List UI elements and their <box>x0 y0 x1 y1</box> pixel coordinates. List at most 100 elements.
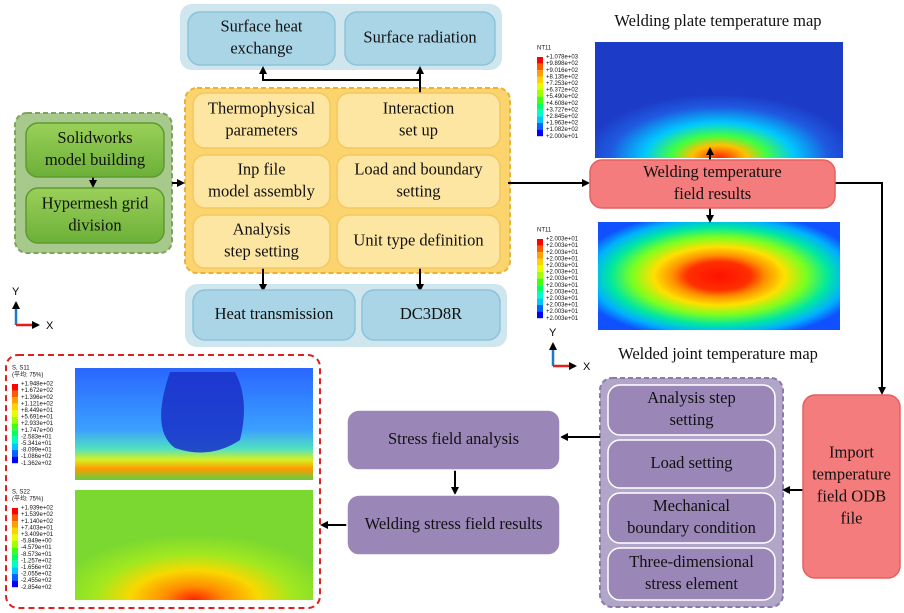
legend-swatch <box>537 279 543 286</box>
legend-swatch <box>537 116 543 123</box>
box-label: Thermophysical <box>208 98 316 117</box>
legend-value: +2.845e+02 <box>546 114 579 120</box>
legend-swatch <box>537 292 543 299</box>
legend-swatch <box>12 397 18 404</box>
legend-value: +2.003e+01 <box>546 289 579 295</box>
box-label: Welding temperature <box>643 162 781 181</box>
legend-value: +1.963e+02 <box>546 121 579 127</box>
legend-value: +1.078e+03 <box>546 55 579 61</box>
legend-swatch <box>537 298 543 305</box>
legend-title: (平均: 75%) <box>12 371 43 379</box>
legend-value: +5.490e+02 <box>546 94 579 100</box>
legend-swatch <box>12 515 18 522</box>
box-label: model assembly <box>208 181 316 200</box>
legend-swatch <box>12 528 18 535</box>
legend-swatch <box>537 70 543 77</box>
legend-swatch <box>537 130 543 137</box>
legend-value: -2.055e+02 <box>21 572 52 578</box>
legend-swatch <box>12 417 18 424</box>
box-label: Analysis step <box>647 388 735 407</box>
legend-swatch <box>537 312 543 319</box>
legend-swatch <box>12 457 18 464</box>
box-label: set up <box>399 120 438 139</box>
legend-swatch <box>537 123 543 130</box>
legend-value: +9.016e+02 <box>546 68 579 74</box>
legend-swatch <box>12 437 18 444</box>
legend-swatch <box>537 83 543 90</box>
legend-swatch <box>12 384 18 391</box>
box-label: file <box>841 508 863 527</box>
legend-value: -8.099e+01 <box>21 448 52 454</box>
box-label: Unit type definition <box>353 230 483 249</box>
legend-value: +1.747e+00 <box>21 428 54 434</box>
legend-value: -2.583e+01 <box>21 434 52 440</box>
map-title: Welded joint temperature map <box>618 344 818 363</box>
legend-value: +3.409e+01 <box>21 532 54 538</box>
legend-value: -8.573e+01 <box>21 552 52 558</box>
stress-map-s22 <box>75 490 313 600</box>
legend-swatch <box>12 574 18 581</box>
legend-value: +2.003e+01 <box>546 243 579 249</box>
box-label: Hypermesh grid <box>42 193 150 212</box>
flowchart: Welding plate temperature map Welded joi… <box>0 0 904 613</box>
box-label: Analysis <box>233 219 291 238</box>
legend-swatch <box>537 57 543 64</box>
legend-swatch <box>537 97 543 104</box>
legend-value: +2.003e+01 <box>546 237 579 243</box>
box-label: DC3D8R <box>400 304 462 323</box>
legend-value: +2.003e+01 <box>546 296 579 302</box>
axis-label: Y <box>12 286 20 298</box>
legend-value: +2.003e+01 <box>546 283 579 289</box>
box-label: boundary condition <box>627 518 756 537</box>
legend-value: +2.003e+01 <box>546 309 579 315</box>
box-label: Mechanical <box>653 496 730 515</box>
box-label: temperature <box>812 464 891 483</box>
legend-swatch <box>537 246 543 253</box>
legend-swatch <box>12 521 18 528</box>
legend-value: -5.849e+00 <box>21 539 52 545</box>
legend-value: -4.579e+01 <box>21 545 52 551</box>
legend-swatch <box>537 90 543 97</box>
legend-value: +8.135e+02 <box>546 74 579 80</box>
legend-swatch <box>537 305 543 312</box>
legend-value: -1.086e+02 <box>21 454 52 460</box>
axis-label: X <box>583 361 591 373</box>
legend-value: +9.898e+02 <box>546 61 579 67</box>
box-label: Stress field analysis <box>388 429 519 448</box>
legend-value: +1.539e+02 <box>21 512 54 518</box>
legend-swatch <box>12 410 18 417</box>
axis-label: X <box>46 320 54 332</box>
legend-swatch <box>12 391 18 398</box>
box-label: Load setting <box>650 453 732 472</box>
box-label: step setting <box>224 241 299 260</box>
legend-value: +3.727e+02 <box>546 107 579 113</box>
legend-swatch <box>12 450 18 457</box>
legend-value: +1.948e+02 <box>21 382 54 388</box>
legend-value: +5.691e+01 <box>21 415 54 421</box>
legend-swatch <box>537 103 543 110</box>
legend-swatch <box>12 541 18 548</box>
legend-swatch <box>12 443 18 450</box>
box-label: parameters <box>225 120 297 139</box>
legend-value: +2.003e+01 <box>546 250 579 256</box>
legend-value: -2.455e+02 <box>21 578 52 584</box>
legend-value: -1.362e+02 <box>21 461 52 467</box>
box-label: Solidworks <box>57 128 132 147</box>
legend-value: +1.396e+02 <box>21 395 54 401</box>
temperature-map-joint <box>598 222 840 330</box>
legend-value: -1.656e+02 <box>21 565 52 571</box>
legend-value: +7.253e+02 <box>546 81 579 87</box>
legend-swatch <box>537 64 543 71</box>
legend-swatch <box>12 534 18 541</box>
legend-value: +2.003e+01 <box>546 270 579 276</box>
legend-value: +1.140e+02 <box>21 519 54 525</box>
axis-label: Y <box>549 327 557 339</box>
map-title: Welding plate temperature map <box>614 11 821 30</box>
box-label: Welding stress field results <box>365 514 543 533</box>
legend-swatch <box>537 77 543 84</box>
box-label: Surface heat <box>221 16 303 35</box>
box-label: setting <box>397 181 441 200</box>
legend-swatch <box>12 567 18 574</box>
temperature-map-plate <box>595 42 843 158</box>
box-label: Three-dimensional <box>629 552 754 571</box>
